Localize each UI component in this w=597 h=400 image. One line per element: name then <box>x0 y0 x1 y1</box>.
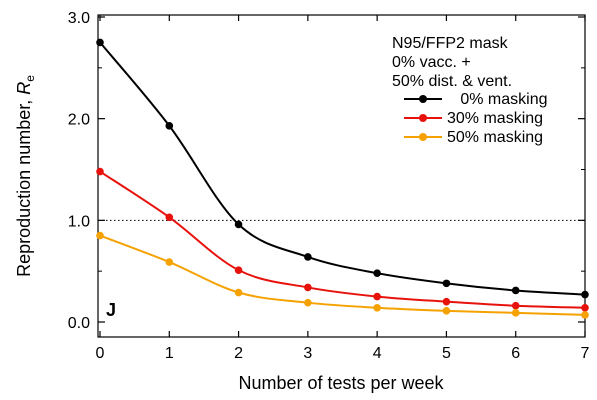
data-point <box>511 301 520 310</box>
data-point <box>581 311 589 319</box>
data-point <box>581 290 589 299</box>
y-axis-title-var: R <box>14 82 34 95</box>
data-point <box>511 309 520 317</box>
data-point <box>165 213 174 222</box>
data-point <box>165 121 174 130</box>
data-point <box>304 253 312 261</box>
series-line <box>99 234 586 316</box>
ticks-group: 0 1 2 3 4 5 6 7 0.0 1.0 2.0 3.0 <box>68 10 590 362</box>
y-tick-label: 3.0 <box>68 10 90 27</box>
legend: N95/FFP2 mask 0% vacc. + 50% dist. & vent.… <box>392 35 547 146</box>
legend-entry-label: 30% masking <box>447 110 543 127</box>
data-point <box>442 307 451 315</box>
x-tick-label: 7 <box>581 345 590 362</box>
y-axis-title: Reproduction number, Re <box>14 75 37 277</box>
data-point <box>96 38 104 47</box>
data-point <box>442 297 451 306</box>
data-point <box>373 292 381 301</box>
data-point <box>234 266 243 274</box>
legend-header-line: N95/FFP2 mask <box>392 35 509 52</box>
data-point <box>373 303 381 312</box>
y-tick-label: 0.0 <box>68 315 90 332</box>
y-axis-title-sub: e <box>23 75 37 82</box>
data-point <box>96 231 104 240</box>
data-point <box>581 303 589 312</box>
x-tick-label: 2 <box>234 345 243 362</box>
data-point <box>234 288 243 297</box>
legend-header-line: 50% dist. & vent. <box>392 73 512 90</box>
x-tick-label: 5 <box>442 345 451 362</box>
data-point <box>304 298 312 307</box>
legend-swatch-marker <box>419 133 427 141</box>
series-points-group <box>96 38 589 319</box>
plot-frame <box>97 14 586 338</box>
data-point <box>442 279 451 288</box>
legend-entry-label: 50% masking <box>447 129 543 146</box>
x-tick-label: 0 <box>96 345 105 362</box>
legend-swatch-marker <box>419 114 427 122</box>
legend-swatch-marker <box>419 95 427 103</box>
series-lines-group <box>99 41 586 316</box>
x-tick-label: 1 <box>165 345 174 362</box>
legend-header-line: 0% vacc. + <box>392 54 471 71</box>
data-point <box>511 286 520 295</box>
legend-entry-label: 0% masking <box>447 91 547 108</box>
y-tick-label: 2.0 <box>68 112 90 129</box>
y-tick-label: 1.0 <box>68 213 90 230</box>
series-line <box>99 170 586 309</box>
data-point <box>304 283 312 292</box>
x-tick-label: 6 <box>511 345 520 362</box>
x-tick-label: 4 <box>373 345 382 362</box>
y-axis-title-prefix: Reproduction number, <box>14 95 34 277</box>
data-point <box>96 167 104 176</box>
data-point <box>234 220 243 229</box>
data-point <box>373 269 381 278</box>
series-line <box>99 41 586 296</box>
panel-label: J <box>106 300 116 320</box>
x-tick-label: 3 <box>303 345 312 362</box>
x-axis-title: Number of tests per week <box>238 373 444 393</box>
data-point <box>165 258 174 266</box>
